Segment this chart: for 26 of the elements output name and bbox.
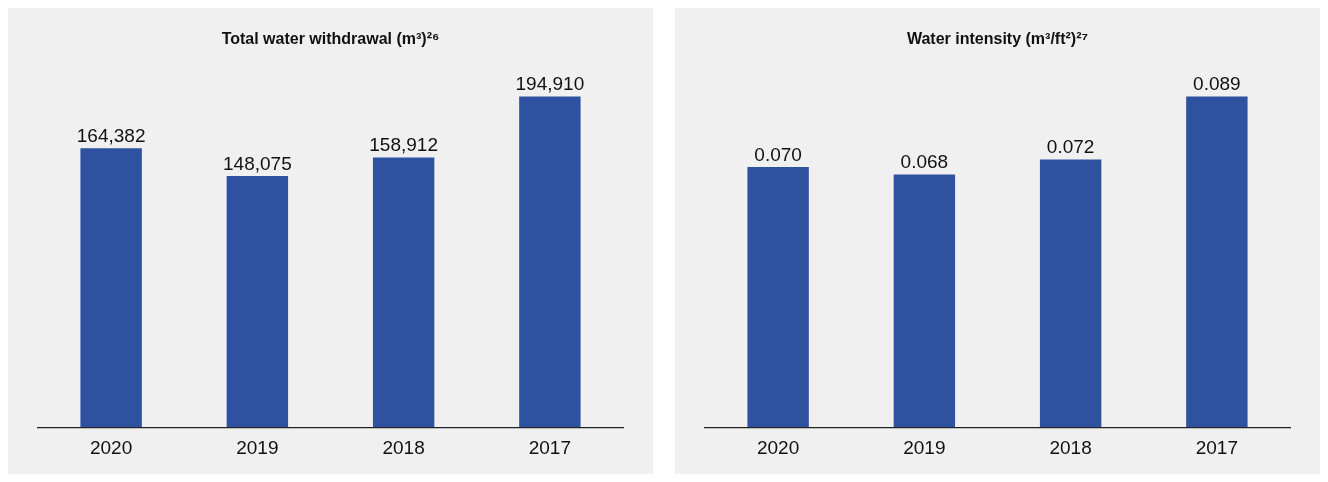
data-label: 0.072 <box>1046 136 1095 158</box>
data-label: 0.068 <box>900 151 949 173</box>
x-tick-label: 2017 <box>1195 436 1239 458</box>
data-label: 148,075 <box>223 152 292 174</box>
bar <box>519 96 581 428</box>
data-label: 164,382 <box>76 124 146 146</box>
data-label: 0.070 <box>754 143 802 165</box>
data-label: 0.089 <box>1193 73 1241 95</box>
bar <box>893 174 956 428</box>
x-tick-label: 2019 <box>903 436 946 458</box>
x-tick-label: 2019 <box>236 436 279 458</box>
bar <box>372 157 435 428</box>
x-tick-label: 2018 <box>382 436 425 458</box>
bar <box>747 167 809 428</box>
x-tick-label: 2017 <box>528 436 572 458</box>
x-tick-label: 2018 <box>1049 436 1092 458</box>
chart-title: Water intensity (m³/ft²)²⁷ <box>906 30 1089 48</box>
data-label: 194,910 <box>515 73 585 95</box>
x-tick-label: 2020 <box>89 436 133 458</box>
bar <box>226 175 289 428</box>
bar <box>1186 96 1248 428</box>
bar <box>1039 159 1102 428</box>
x-tick-label: 2020 <box>756 436 800 458</box>
data-label: 158,912 <box>369 134 438 156</box>
chart-title: Total water withdrawal (m³)²⁶ <box>221 30 440 48</box>
bar <box>80 148 142 428</box>
